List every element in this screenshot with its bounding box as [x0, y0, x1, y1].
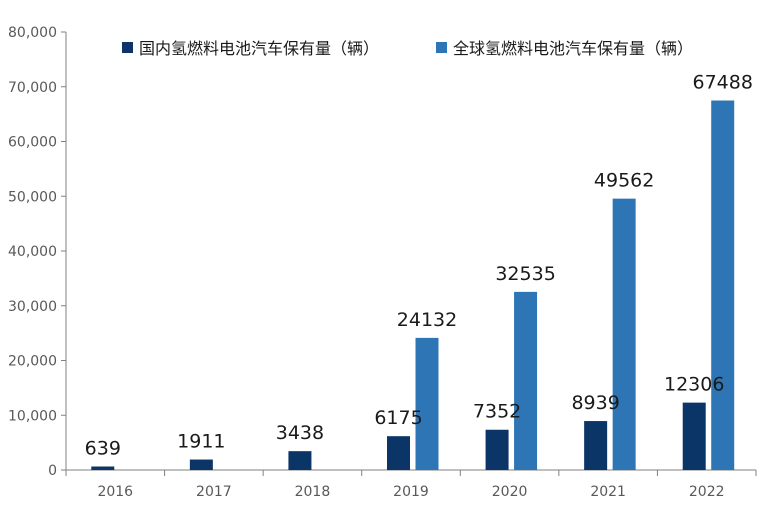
legend-swatch-domestic — [122, 42, 133, 53]
data-label-global-2022: 67488 — [692, 72, 752, 94]
y-tick-label: 20,000 — [8, 354, 57, 370]
data-label-domestic-2016: 639 — [85, 438, 121, 460]
x-tick-label: 2020 — [492, 484, 528, 500]
legend-label-global: 全球氢燃料电池汽车保有量（辆） — [453, 39, 693, 58]
y-tick-label: 60,000 — [8, 135, 57, 151]
bar-global-2019 — [415, 337, 439, 470]
data-label-global-2019: 24132 — [397, 309, 457, 331]
y-tick-label: 0 — [48, 463, 57, 479]
data-label-domestic-2022: 12306 — [664, 374, 724, 396]
bar-domestic-2018 — [288, 451, 312, 470]
x-tick-label: 2022 — [689, 484, 725, 500]
x-axis: 2016 2017 2018 2019 2020 2021 2022 — [65, 469, 757, 500]
bar-global-2021 — [612, 198, 636, 470]
legend-label-domestic: 国内氢燃料电池汽车保有量（辆） — [139, 39, 379, 58]
x-tick-label: 2019 — [393, 484, 429, 500]
data-label-domestic-2021: 8939 — [571, 392, 619, 414]
data-label-domestic-2020: 7352 — [473, 401, 521, 423]
data-label-domestic-2019: 6175 — [374, 407, 422, 429]
y-tick-label: 10,000 — [8, 408, 57, 424]
y-tick-label: 50,000 — [8, 189, 57, 205]
bar-domestic-2017 — [189, 459, 213, 470]
y-tick-label: 30,000 — [8, 299, 57, 315]
data-label-global-2021: 49562 — [594, 170, 654, 192]
bar-domestic-2022 — [682, 402, 706, 470]
y-tick-label: 80,000 — [8, 25, 57, 41]
y-tick-label: 70,000 — [8, 80, 57, 96]
bar-global-2022 — [711, 100, 735, 470]
x-tick-label: 2018 — [295, 484, 331, 500]
x-tick-label: 2017 — [196, 484, 232, 500]
data-label-domestic-2018: 3438 — [276, 422, 324, 444]
y-tick-label: 40,000 — [8, 244, 57, 260]
data-label-global-2020: 32535 — [495, 263, 555, 285]
bar-domestic-2020 — [485, 429, 509, 470]
legend: 国内氢燃料电池汽车保有量（辆） 全球氢燃料电池汽车保有量（辆） — [122, 39, 693, 58]
bar-domestic-2019 — [387, 436, 410, 470]
bar-global-2020 — [514, 291, 538, 470]
bar-domestic-2016 — [91, 466, 115, 470]
x-tick-label: 2016 — [97, 484, 133, 500]
legend-swatch-global — [436, 42, 447, 53]
bars — [91, 100, 735, 470]
data-label-domestic-2017: 1911 — [177, 431, 225, 453]
bar-domestic-2021 — [584, 421, 608, 470]
y-axis: 0 10,000 20,000 30,000 40,000 50,000 60,000 70,… — [8, 25, 67, 479]
x-tick-label: 2021 — [590, 484, 626, 500]
data-labels: 639 1911 3438 6175 7352 8939 12306 24132 32535 49… — [85, 72, 753, 460]
